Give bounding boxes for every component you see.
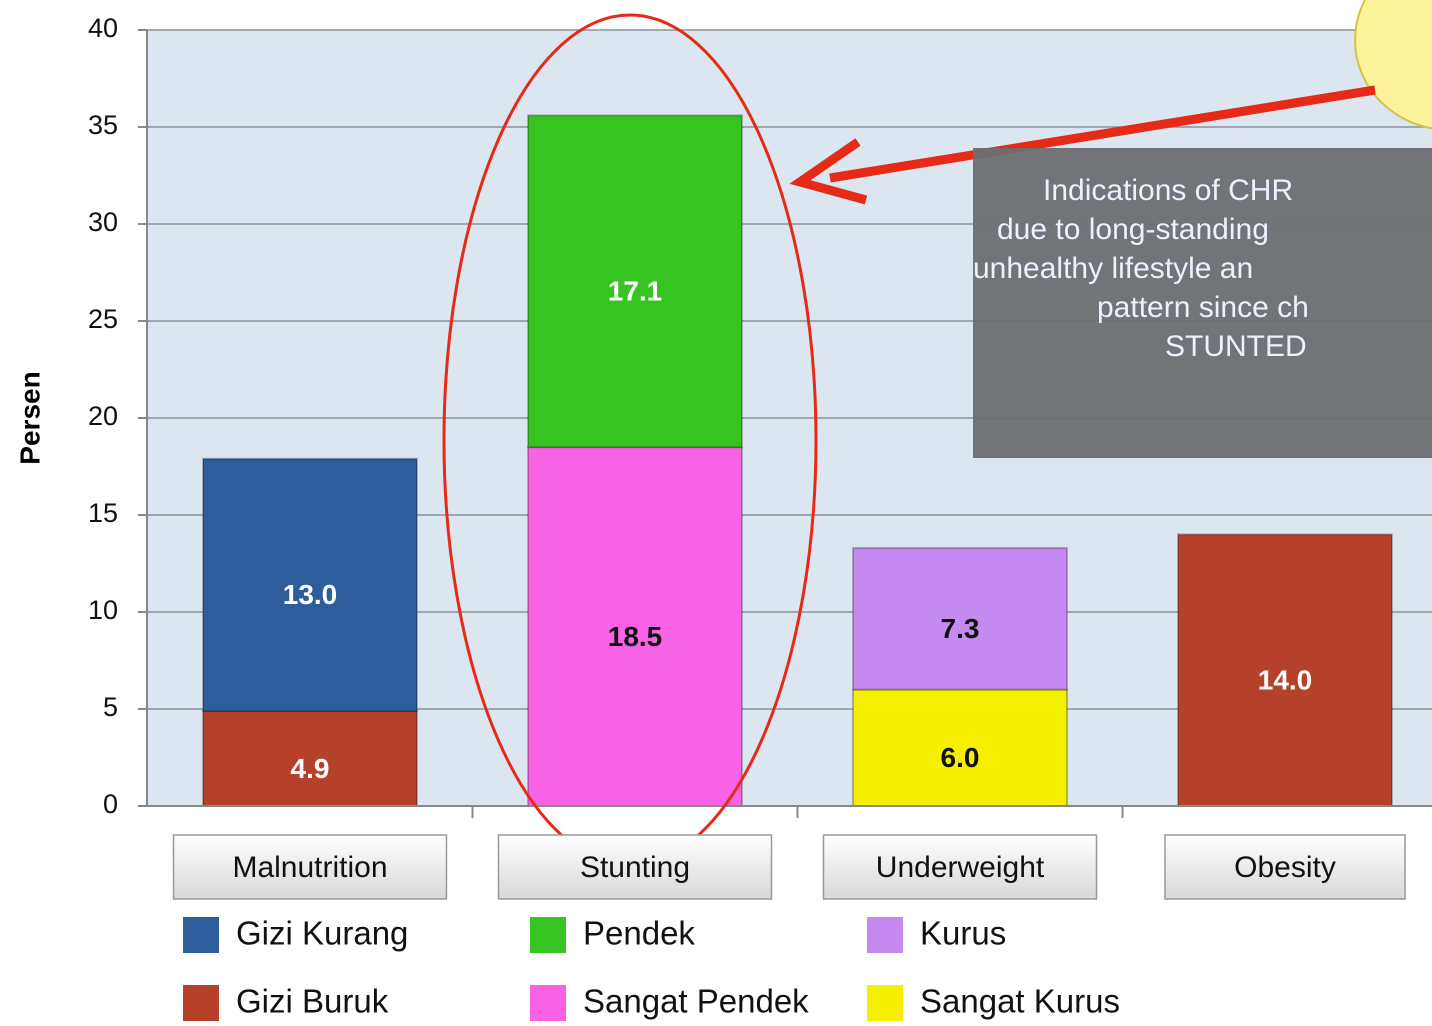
y-tick-label: 30: [88, 207, 118, 237]
bar-segment: [202, 457, 418, 712]
category-box: [822, 834, 1098, 900]
bar-segment: [202, 709, 418, 807]
legend-label: Gizi Buruk: [236, 983, 389, 1020]
bar-segment: [527, 114, 743, 449]
annotation-line: pattern since ch: [1097, 291, 1309, 324]
legend-label: Kurus: [920, 915, 1006, 952]
value-label: 17.1: [608, 276, 663, 307]
legend-label: Sangat Kurus: [920, 983, 1120, 1020]
legend-swatch: [530, 985, 566, 1021]
legend-swatch: [867, 917, 903, 953]
category-box: [1164, 834, 1406, 900]
annotation-box: [973, 148, 1432, 458]
callout-bubble: [1354, 0, 1432, 130]
bar-segment: [852, 688, 1068, 807]
legend-swatch: [183, 917, 219, 953]
arrow-head: [789, 138, 868, 205]
y-tick-label: 15: [88, 498, 118, 528]
legend-label: Gizi Kurang: [236, 915, 408, 952]
y-axis-label: Persen: [14, 371, 45, 464]
bar-segment: [527, 446, 743, 807]
y-tick-label: 40: [88, 13, 118, 43]
y-tick-label: 5: [103, 692, 118, 722]
y-tick-label: 10: [88, 595, 118, 625]
legend-swatch: [530, 917, 566, 953]
category-box: [172, 834, 448, 900]
y-tick-label: 20: [88, 401, 118, 431]
x-tick-label: Obesity: [1234, 851, 1336, 884]
y-tick-label: 25: [88, 304, 118, 334]
y-tick-label: 0: [103, 789, 118, 819]
x-tick-label: Stunting: [580, 851, 690, 884]
x-tick-label: Malnutrition: [232, 851, 387, 884]
value-label: 18.5: [608, 621, 663, 652]
annotation-line: due to long-standing: [997, 213, 1269, 246]
bar-segment: [1177, 533, 1393, 808]
arrow-shaft: [829, 85, 1376, 183]
value-label: 13.0: [283, 579, 338, 610]
annotation-line: unhealthy lifestyle an: [973, 252, 1253, 285]
value-label: 7.3: [941, 613, 980, 644]
legend-swatch: [183, 985, 219, 1021]
legend-label: Pendek: [583, 915, 695, 952]
legend-swatch: [867, 985, 903, 1021]
x-tick-label: Underweight: [876, 851, 1045, 884]
legend-label: Sangat Pendek: [583, 983, 809, 1020]
value-label: 14.0: [1258, 665, 1313, 696]
annotation-line: STUNTED: [1165, 330, 1307, 363]
annotation-line: Indications of CHR: [1043, 174, 1293, 207]
value-label: 6.0: [941, 742, 980, 773]
y-tick-label: 35: [88, 110, 118, 140]
bar-segment: [852, 546, 1068, 691]
category-box: [497, 834, 773, 900]
value-label: 4.9: [291, 753, 330, 784]
